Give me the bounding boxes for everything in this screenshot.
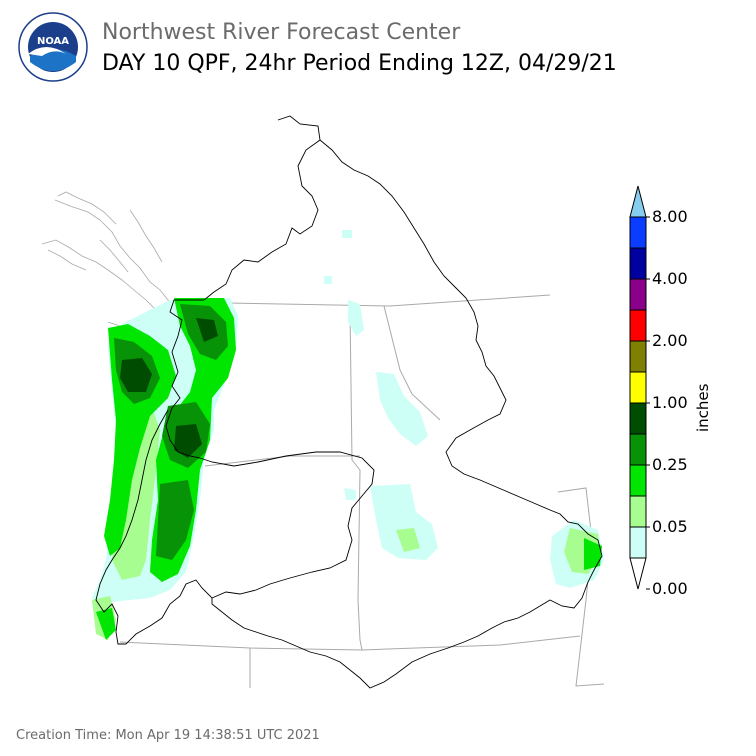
legend-label-1: 1.00: [652, 393, 688, 412]
legend-swatch: [629, 216, 647, 249]
legend-label-2: 2.00: [652, 331, 688, 350]
org-title: Northwest River Forecast Center: [102, 20, 461, 45]
legend-swatch: [629, 433, 647, 466]
legend-swatch-over: [629, 185, 647, 218]
logo-noaa-text: NOAA: [37, 36, 69, 47]
product-title: DAY 10 QPF, 24hr Period Ending 12Z, 04/2…: [102, 51, 617, 76]
basin-boundary: [95, 115, 375, 645]
legend-swatch: [629, 340, 647, 373]
legend-unit: inches: [694, 383, 712, 432]
basin-boundary-east: [211, 139, 603, 689]
state-boundaries: [119, 294, 605, 688]
legend-swatch: [629, 464, 647, 497]
legend-label-005: 0.05: [652, 517, 688, 536]
legend-swatch: [629, 309, 647, 342]
legend-swatch: [629, 371, 647, 404]
legend-swatch: [629, 402, 647, 435]
legend-label-025: 0.25: [652, 455, 688, 474]
creation-time: Creation Time: Mon Apr 19 14:38:51 UTC 2…: [16, 728, 320, 743]
legend-swatch: [629, 526, 647, 559]
legend-ticks: [646, 216, 650, 590]
noaa-logo: NOAA: [18, 12, 88, 82]
legend-swatch: [629, 278, 647, 311]
legend-label-8: 8.00: [652, 207, 688, 226]
legend-swatch-under: [629, 557, 647, 590]
legend-swatch: [629, 495, 647, 528]
legend-swatch: [629, 247, 647, 280]
legend-label-4: 4.00: [652, 269, 688, 288]
precip-shading: [92, 230, 604, 640]
legend-label-0: 0.00: [652, 579, 688, 598]
